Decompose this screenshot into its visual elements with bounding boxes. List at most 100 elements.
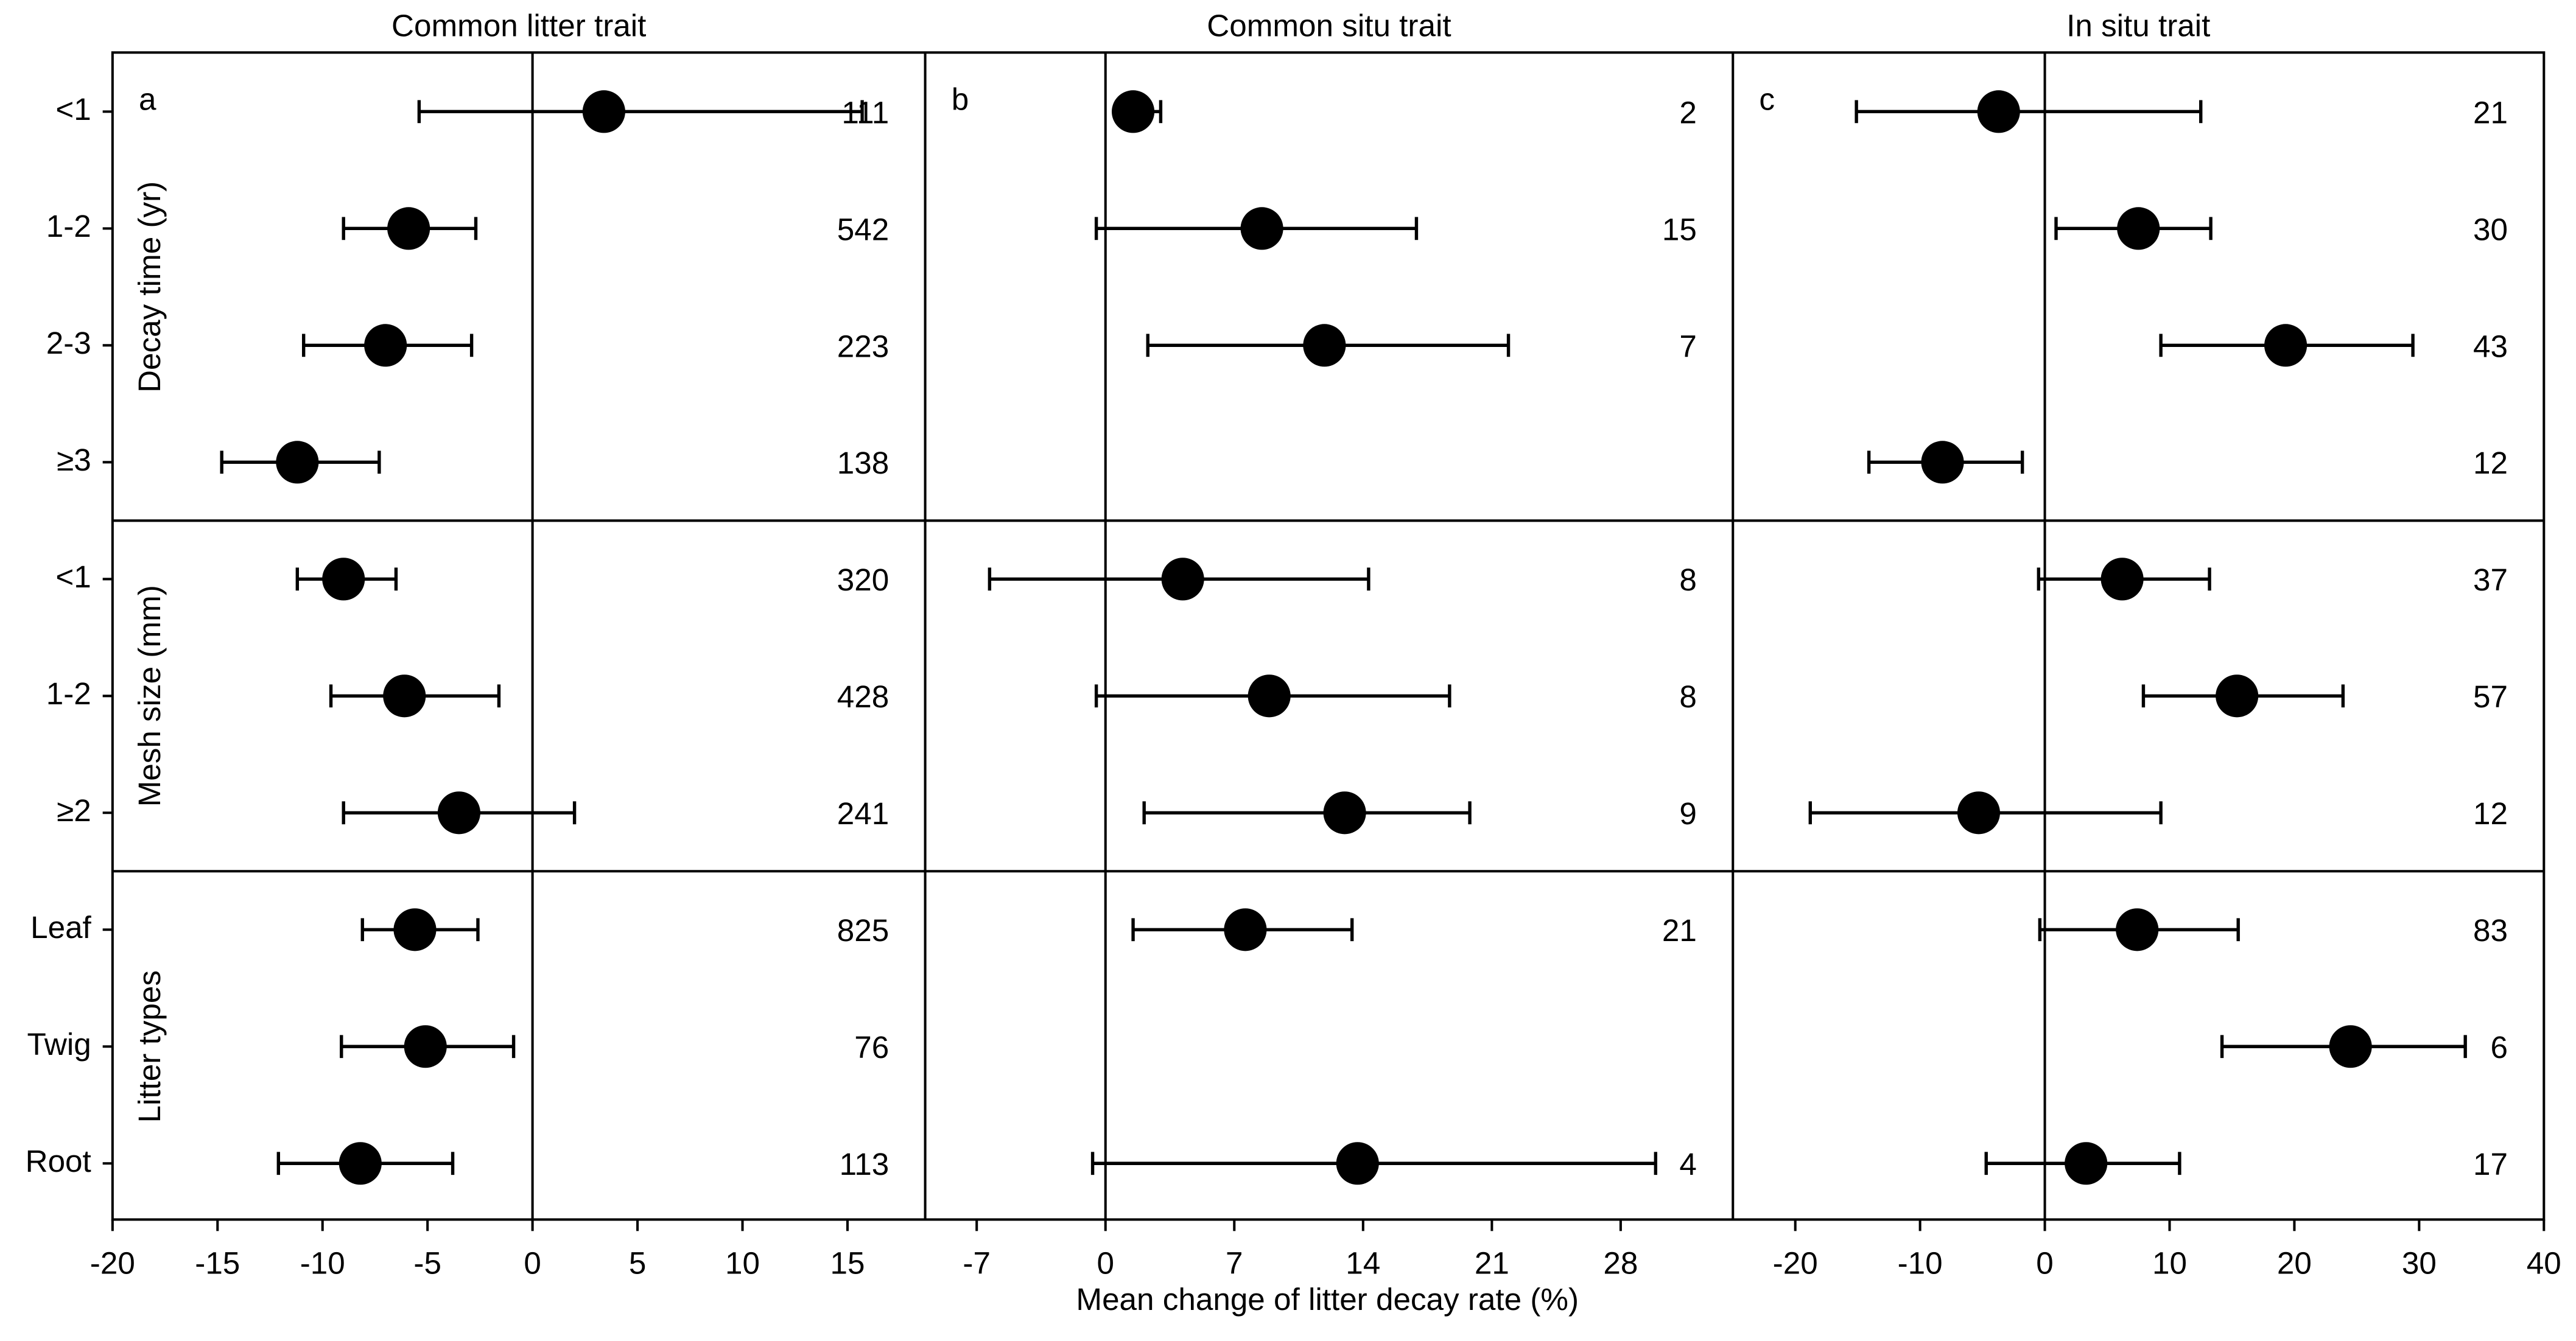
x-tick-label: 20 (2277, 1245, 2312, 1280)
mean-point (1240, 207, 1283, 250)
sample-size: 138 (837, 446, 889, 480)
sample-size: 43 (2473, 329, 2508, 363)
sample-size: 76 (854, 1030, 889, 1065)
sample-size: 12 (2473, 446, 2508, 480)
sample-size: 825 (837, 913, 889, 948)
category-label: 1-2 (46, 209, 91, 243)
sample-size: 4 (1679, 1147, 1697, 1182)
sample-size: 57 (2473, 679, 2508, 714)
category-label: 1-2 (46, 676, 91, 711)
category-label: <1 (55, 559, 91, 594)
x-tick-label: 30 (2402, 1245, 2437, 1280)
mean-point (383, 674, 426, 718)
sample-size: 21 (2473, 95, 2508, 130)
x-tick-label: 10 (2152, 1245, 2187, 1280)
mean-point (387, 207, 430, 250)
category-label: ≥2 (57, 793, 91, 828)
mean-point (1224, 908, 1267, 951)
x-tick-label: -15 (195, 1245, 240, 1280)
sample-size: 17 (2473, 1147, 2508, 1182)
mean-point (1112, 90, 1155, 133)
mean-point (1957, 791, 2001, 835)
mean-point (1303, 324, 1346, 367)
x-tick-label: 40 (2527, 1245, 2561, 1280)
category-label: Leaf (30, 910, 91, 945)
mean-point (322, 558, 365, 601)
mean-point (1921, 441, 1964, 484)
mean-point (2264, 324, 2308, 367)
mean-point (393, 908, 437, 951)
mean-point (1248, 674, 1291, 718)
sample-size: 83 (2473, 913, 2508, 948)
x-tick-label: 0 (524, 1245, 541, 1280)
x-tick-label: -10 (1898, 1245, 1943, 1280)
x-tick-label: 7 (1226, 1245, 1243, 1280)
x-tick-label: -20 (90, 1245, 135, 1280)
sample-size: 12 (2473, 796, 2508, 831)
sample-size: 428 (837, 679, 889, 714)
sample-size: 15 (1662, 212, 1697, 247)
plot-frame (111, 51, 2546, 1221)
sample-size: 7 (1679, 329, 1697, 363)
panel-label: c (1759, 82, 1775, 117)
mean-point (1977, 90, 2020, 133)
x-tick-label: 0 (2036, 1245, 2054, 1280)
mean-point (404, 1025, 447, 1068)
panel-label: b (952, 82, 969, 117)
group-label: Mesh size (mm) (132, 585, 167, 807)
x-tick-label: 0 (1097, 1245, 1114, 1280)
mean-point (364, 324, 407, 367)
x-tick-label: -10 (300, 1245, 345, 1280)
category-label: <1 (55, 92, 91, 127)
panel-title: Common litter trait (391, 8, 646, 43)
panel-title: In situ trait (2066, 8, 2210, 43)
category-label: 2-3 (46, 326, 91, 360)
mean-point (2116, 908, 2159, 951)
group-label: Litter types (132, 970, 167, 1123)
mean-point (2216, 674, 2259, 718)
sample-size: 21 (1662, 913, 1697, 948)
x-tick-label: 21 (1475, 1245, 1509, 1280)
mean-point (1336, 1142, 1379, 1185)
sample-size: 542 (837, 212, 889, 247)
mean-point (1161, 558, 1204, 601)
mean-point (1323, 791, 1366, 835)
sample-size: 8 (1679, 679, 1697, 714)
mean-point (437, 791, 480, 835)
sample-size: 320 (837, 562, 889, 597)
category-label: ≥3 (57, 443, 91, 477)
sample-size: 9 (1679, 796, 1697, 831)
sample-size: 113 (840, 1147, 890, 1182)
mean-point (2117, 207, 2160, 250)
x-tick-label: 5 (629, 1245, 647, 1280)
mean-point (2065, 1142, 2108, 1185)
x-axis-title: Mean change of litter decay rate (%) (1076, 1282, 1579, 1317)
x-tick-label: 15 (830, 1245, 865, 1280)
category-label: Twig (27, 1027, 91, 1062)
x-tick-label: 14 (1346, 1245, 1380, 1280)
sample-size: 6 (2490, 1030, 2508, 1065)
group-label: Decay time (yr) (132, 181, 167, 393)
x-tick-label: 10 (725, 1245, 760, 1280)
category-label: Root (26, 1144, 91, 1178)
panel-title: Common situ trait (1207, 8, 1451, 43)
sample-size: 37 (2473, 562, 2508, 597)
sample-size: 223 (837, 329, 889, 363)
sample-size: 8 (1679, 562, 1697, 597)
mean-point (2329, 1025, 2372, 1068)
mean-point (339, 1142, 382, 1185)
sample-size: 111 (841, 95, 889, 130)
x-tick-label: -5 (413, 1245, 441, 1280)
sample-size: 241 (837, 796, 889, 831)
mean-point (276, 441, 319, 484)
sample-size: 2 (1679, 95, 1697, 130)
mean-point (582, 90, 625, 133)
x-tick-label: -20 (1773, 1245, 1818, 1280)
x-tick-label: -7 (963, 1245, 991, 1280)
x-tick-label: 28 (1603, 1245, 1638, 1280)
mean-point (2100, 558, 2144, 601)
panel-label: a (139, 82, 156, 117)
sample-size: 30 (2473, 212, 2508, 247)
